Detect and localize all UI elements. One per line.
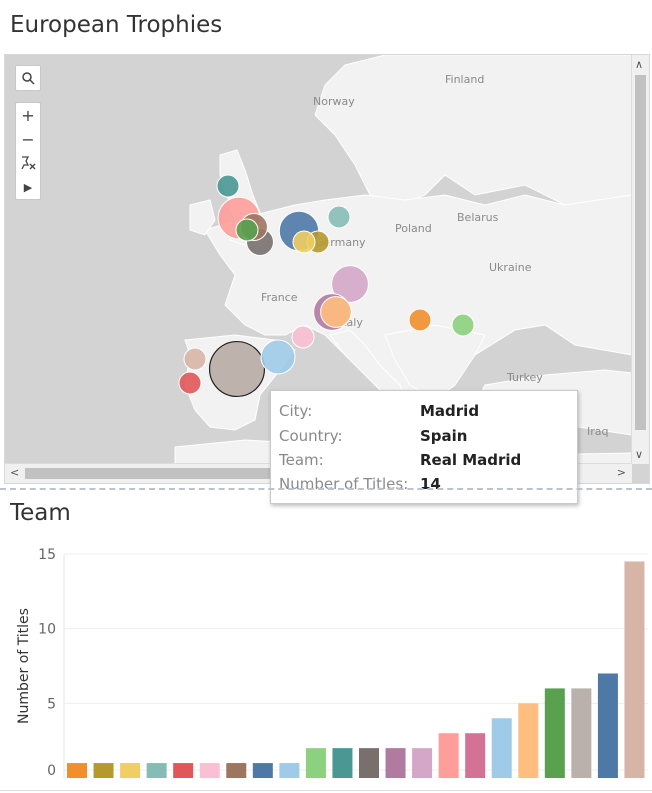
team-bubble[interactable] (178, 371, 202, 395)
team-bar[interactable] (279, 763, 300, 778)
team-bubble[interactable] (320, 296, 352, 328)
team-bubble[interactable] (216, 174, 240, 198)
search-icon[interactable] (16, 66, 40, 90)
land-scandinavia (314, 55, 632, 206)
team-bubble[interactable] (408, 308, 432, 332)
team-bar[interactable] (359, 748, 379, 778)
team-bubble[interactable] (331, 265, 369, 303)
team-bar[interactable] (571, 688, 592, 778)
team-bar[interactable] (173, 763, 194, 778)
team-bubble[interactable] (292, 230, 316, 254)
scroll-left-icon[interactable]: < (10, 466, 20, 479)
map-label-norway: Norway (313, 95, 355, 108)
team-bar[interactable] (465, 733, 486, 778)
map-tooltip: City: Madrid Country: Spain Team: Real Madr… (270, 390, 578, 504)
team-bar[interactable] (491, 718, 512, 778)
zoom-in-button[interactable]: + (21, 105, 35, 125)
team-bubble[interactable] (183, 347, 207, 371)
zoom-out-button[interactable]: − (21, 129, 35, 149)
team-bubble[interactable] (451, 313, 475, 337)
team-bubbles[interactable] (178, 174, 475, 398)
team-bar[interactable] (120, 763, 141, 778)
scroll-right-icon[interactable]: > (616, 466, 626, 479)
tooltip-country-value: Spain (420, 427, 468, 445)
team-bubble[interactable] (327, 205, 351, 229)
team-bar[interactable] (199, 763, 220, 778)
team-bubble[interactable] (235, 218, 259, 242)
scroll-down-icon[interactable]: ∨ (635, 448, 644, 461)
team-bubble[interactable] (208, 340, 266, 398)
bottom-border (0, 790, 652, 791)
map-label-ukraine: Ukraine (489, 261, 532, 274)
team-bar[interactable] (146, 763, 167, 778)
vertical-scrollbar[interactable]: ∧ ∨ (631, 55, 649, 464)
tooltip-city-label: City: (279, 402, 313, 420)
y-tick-label: 5 (47, 696, 56, 712)
team-bar[interactable] (544, 688, 565, 778)
vertical-scroll-thumb[interactable] (635, 75, 646, 430)
team-bar[interactable] (305, 748, 326, 778)
team-bar[interactable] (385, 748, 406, 778)
expand-toolbar-button[interactable]: ▶ (23, 180, 33, 194)
tooltip-titles-value: 14 (420, 475, 441, 493)
y-tick-label: 0 (47, 763, 56, 779)
dashboard-divider[interactable] (0, 488, 652, 490)
titles-bar-chart[interactable]: 0 5 10 15 Number of Titles (0, 538, 652, 788)
land-balkans (384, 324, 486, 401)
team-bubble[interactable] (260, 339, 296, 375)
map-label-poland: Poland (395, 222, 432, 235)
y-tick-label: 10 (38, 622, 56, 638)
bar-chart-title: Team (10, 500, 71, 526)
scroll-up-icon[interactable]: ∧ (635, 58, 644, 71)
pin-map-icon[interactable] (16, 151, 40, 175)
team-bar[interactable] (597, 673, 618, 778)
team-bar[interactable] (518, 703, 539, 778)
tooltip-country-label: Country: (279, 427, 343, 445)
team-bar[interactable] (67, 763, 87, 778)
team-bar[interactable] (93, 763, 114, 778)
tooltip-team-label: Team: (279, 451, 324, 469)
team-bar[interactable] (226, 763, 247, 778)
map-label-belarus: Belarus (457, 211, 499, 224)
y-axis-label: Number of Titles (16, 608, 32, 724)
tooltip-titles-label: Number of Titles: (279, 475, 409, 493)
team-bar[interactable] (624, 561, 645, 778)
team-bar[interactable] (438, 733, 459, 778)
tooltip-team-value: Real Madrid (420, 451, 522, 469)
map-label-finland: Finland (445, 73, 484, 86)
map-toolbar: + − ▶ (15, 102, 41, 200)
search-tool[interactable] (15, 65, 41, 91)
team-bubble[interactable] (291, 325, 315, 349)
map-label-france: France (261, 291, 298, 304)
y-tick-label: 15 (38, 547, 56, 563)
map-label-turkey: Turkey (506, 371, 543, 384)
map-title: European Trophies (10, 12, 223, 38)
team-bar[interactable] (252, 763, 273, 778)
tooltip-city-value: Madrid (420, 402, 480, 420)
map-label-iraq: Iraq (587, 425, 609, 438)
team-bar[interactable] (412, 748, 433, 778)
land-ireland (189, 199, 216, 236)
team-bar[interactable] (332, 748, 353, 778)
